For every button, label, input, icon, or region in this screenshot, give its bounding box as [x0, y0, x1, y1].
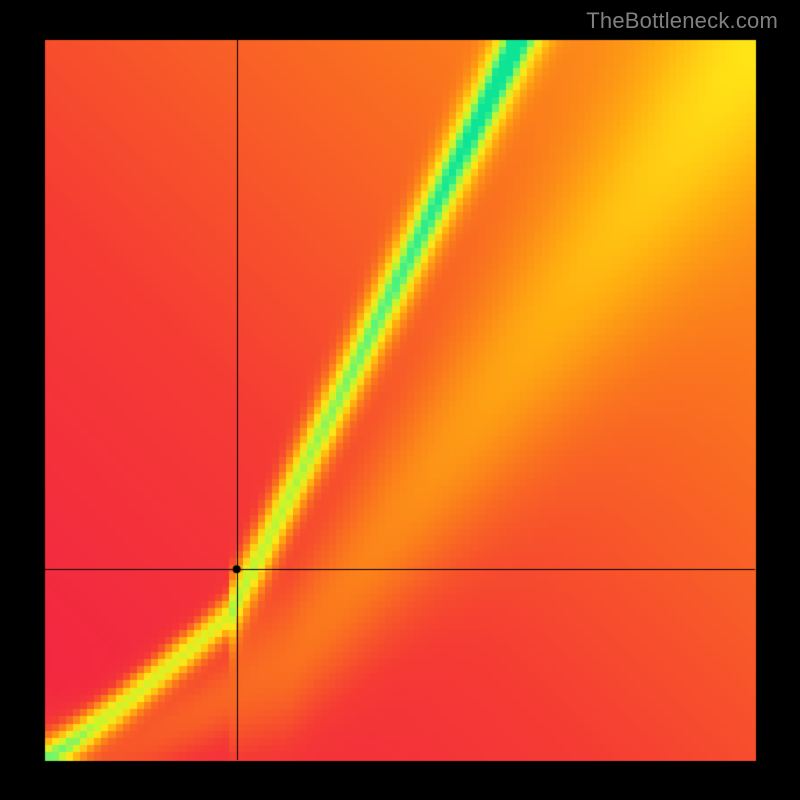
chart-container: TheBottleneck.com: [0, 0, 800, 800]
watermark-text: TheBottleneck.com: [586, 8, 778, 34]
bottleneck-heatmap-canvas: [0, 0, 800, 800]
